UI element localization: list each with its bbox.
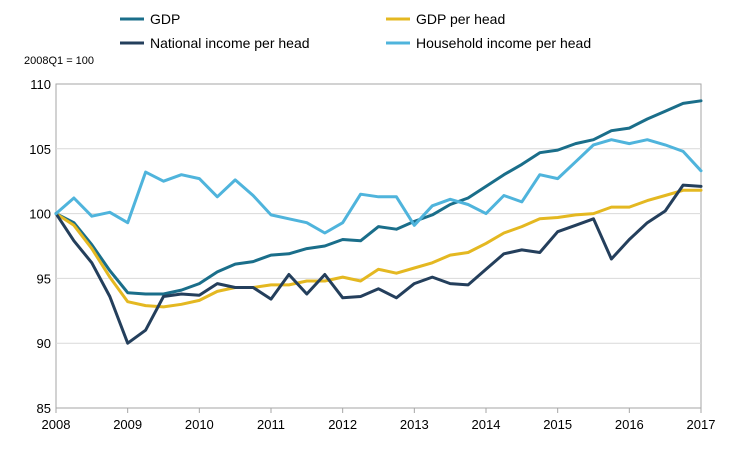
- x-tick-label: 2011: [257, 417, 285, 432]
- y-tick-label: 90: [37, 336, 51, 351]
- x-tick-label: 2009: [113, 417, 142, 432]
- axes: 85 90 95 100 105 110 2008 2009 2010 2011 2012 2013 2…: [29, 77, 715, 432]
- x-tick-label: 2013: [400, 417, 429, 432]
- x-tick-label: 2012: [328, 417, 357, 432]
- series-line-1: [54, 99, 703, 296]
- legend-label: GDP: [150, 11, 180, 27]
- x-tick-label: 2015: [543, 417, 572, 432]
- y-tick-label: 110: [30, 77, 51, 92]
- series-line-3: [54, 183, 703, 345]
- legend-label: National income per head: [150, 35, 310, 51]
- y-tick-label: 100: [29, 207, 51, 222]
- series-lines: [54, 99, 703, 345]
- series-line-2: [54, 188, 703, 309]
- legend: GDP GDP per head National income per head H…: [120, 11, 591, 51]
- series-line-4: [54, 138, 703, 235]
- plot-frame: [55, 83, 702, 409]
- x-tick-label: 2017: [687, 417, 716, 432]
- y-tick-label: 105: [29, 142, 51, 157]
- x-tick-label: 2014: [472, 417, 501, 432]
- y-tick-label: 95: [37, 271, 51, 286]
- x-tick-label: 2016: [615, 417, 644, 432]
- x-tick-label: 2010: [185, 417, 214, 432]
- legend-label: GDP per head: [416, 11, 505, 27]
- legend-label: Household income per head: [416, 35, 591, 51]
- x-tick-label: 2008: [42, 417, 71, 432]
- unit-label: 2008Q1 = 100: [24, 55, 94, 67]
- y-tick-label: 85: [37, 401, 51, 416]
